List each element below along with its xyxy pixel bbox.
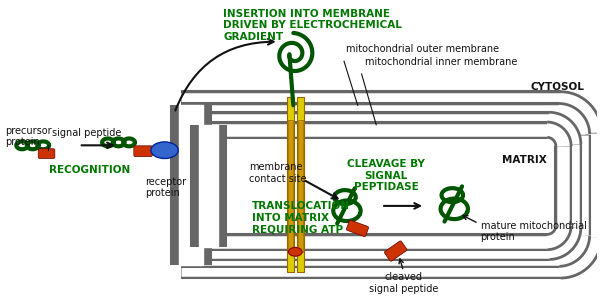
Text: signal peptide: signal peptide xyxy=(53,128,122,138)
Text: MATRIX: MATRIX xyxy=(502,155,547,165)
Text: RECOGNITION: RECOGNITION xyxy=(49,165,131,175)
FancyBboxPatch shape xyxy=(38,149,55,158)
Ellipse shape xyxy=(151,142,178,158)
FancyBboxPatch shape xyxy=(134,146,152,157)
Bar xyxy=(288,120,293,252)
Text: CYTOSOL: CYTOSOL xyxy=(530,82,584,92)
Text: TRANSLOCATION
INTO MATRIX
REQUIRING ATP: TRANSLOCATION INTO MATRIX REQUIRING ATP xyxy=(252,201,350,234)
Text: CLEAVAGE BY
SIGNAL
PEPTIDASE: CLEAVAGE BY SIGNAL PEPTIDASE xyxy=(347,159,425,192)
Bar xyxy=(287,97,295,272)
Bar xyxy=(298,120,303,252)
FancyBboxPatch shape xyxy=(384,241,407,261)
Text: membrane
contact site: membrane contact site xyxy=(249,162,307,184)
Text: mature mitochondrial
protein: mature mitochondrial protein xyxy=(481,221,587,242)
Text: receptor
protein: receptor protein xyxy=(145,177,186,198)
Bar xyxy=(297,97,304,272)
Text: cleaved
signal peptide: cleaved signal peptide xyxy=(369,272,438,294)
Ellipse shape xyxy=(288,248,302,256)
Text: INSERTION INTO MEMBRANE
DRIVEN BY ELECTROCHEMICAL
GRADIENT: INSERTION INTO MEMBRANE DRIVEN BY ELECTR… xyxy=(223,8,402,42)
FancyBboxPatch shape xyxy=(346,220,368,237)
Text: mitochondrial outer membrane: mitochondrial outer membrane xyxy=(346,45,499,54)
Text: precursor
protein: precursor protein xyxy=(5,126,52,147)
Text: mitochondrial inner membrane: mitochondrial inner membrane xyxy=(365,57,517,67)
